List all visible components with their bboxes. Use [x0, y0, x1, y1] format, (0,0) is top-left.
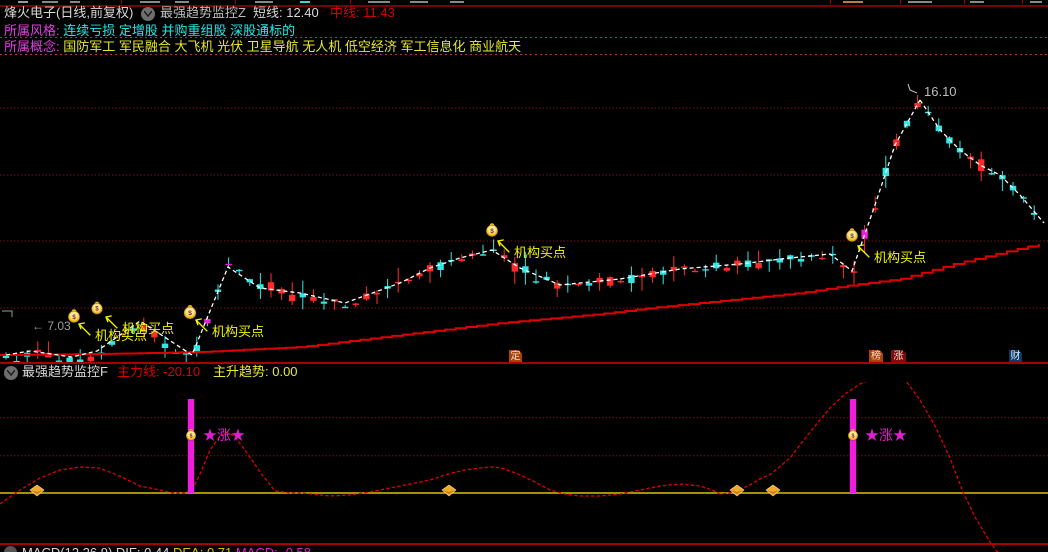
svg-text:← 7.03: ← 7.03 [32, 319, 71, 333]
svg-text:★涨★: ★涨★ [203, 427, 245, 443]
svg-text:★涨★: ★涨★ [865, 427, 907, 443]
svg-text:机构买点: 机构买点 [514, 245, 566, 260]
svg-text:机构买点: 机构买点 [874, 250, 926, 265]
svg-text:16.10: 16.10 [924, 84, 957, 99]
svg-text:机构买点: 机构买点 [212, 324, 264, 339]
svg-text:机构买点: 机构买点 [122, 321, 174, 336]
